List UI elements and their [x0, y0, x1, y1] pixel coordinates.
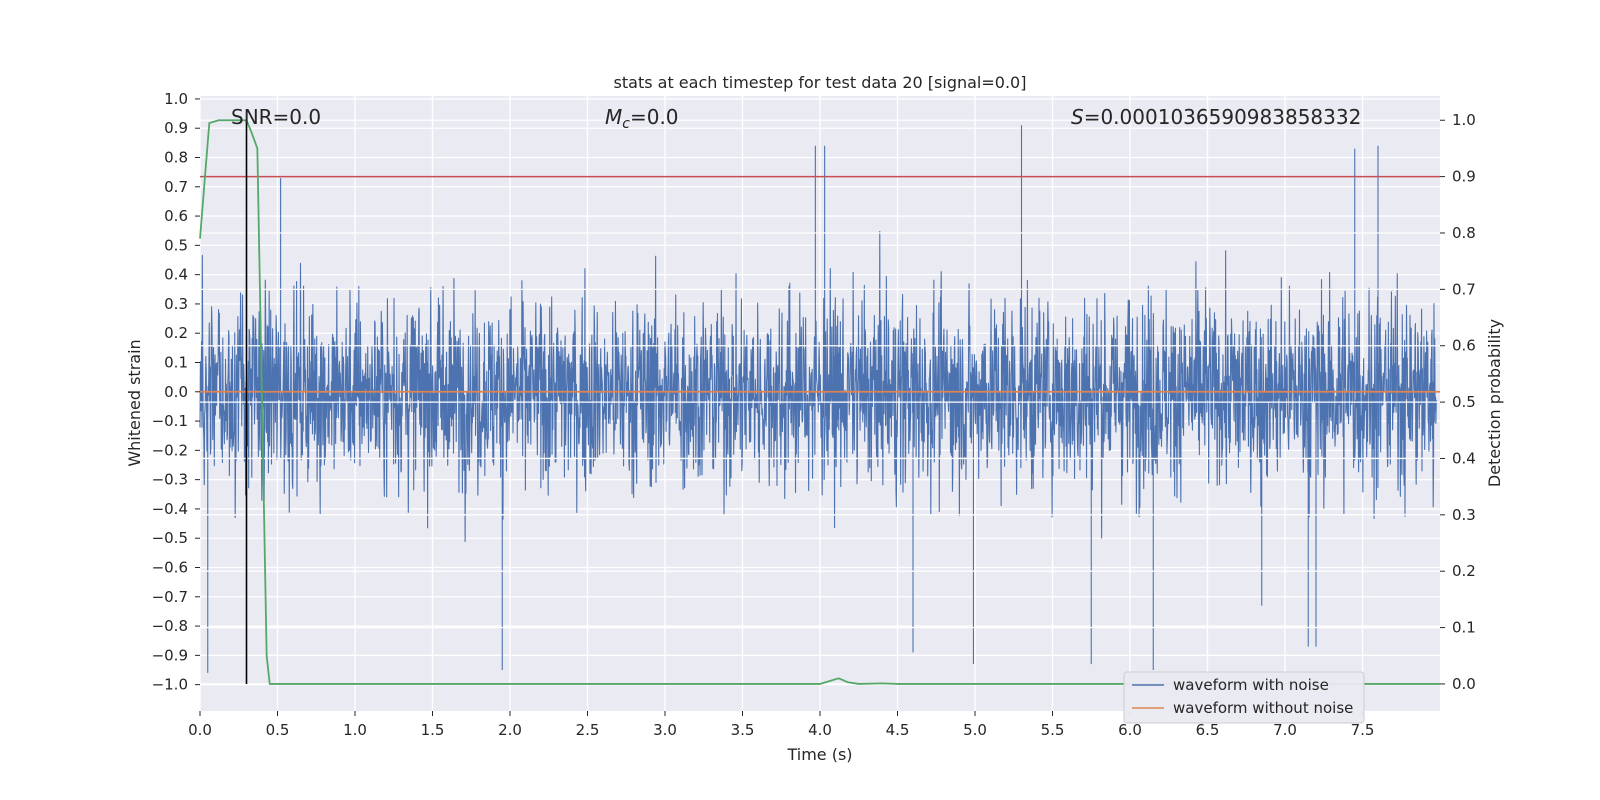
y-left-tick-label: 1.0 [164, 90, 188, 108]
y-right-tick-label: 0.6 [1452, 337, 1476, 355]
y-left-tick-label: 0.7 [164, 178, 188, 196]
x-tick-label: 3.0 [653, 721, 677, 739]
y-left-tick-label: 0.8 [164, 149, 188, 167]
overlay-lines [199, 119, 1440, 685]
y-left-tick-label: −0.9 [152, 646, 188, 664]
noise-waveform [199, 125, 1437, 673]
y-axis-left-label: Whitened strain [125, 339, 144, 466]
x-tick-label: 7.5 [1351, 721, 1375, 739]
x-tick-label: 3.5 [731, 721, 755, 739]
y-left-tick-label: −0.3 [152, 471, 188, 489]
x-tick-label: 0.0 [188, 721, 212, 739]
score-value: =0.0001036590983858332 [1084, 105, 1362, 129]
y-left-tick-label: −0.7 [152, 588, 188, 606]
y-right-tick-label: 1.0 [1452, 111, 1476, 129]
y-left-tick-label: 0.2 [164, 324, 188, 342]
y-left-tick-label: −1.0 [152, 676, 188, 694]
x-tick-label: 4.5 [886, 721, 910, 739]
y-left-tick-label: −0.1 [152, 412, 188, 430]
y-left-tick-label: −0.2 [152, 441, 188, 459]
chirp-mass-subscript: c [622, 116, 630, 132]
y-right-tick-label: 0.4 [1452, 449, 1476, 467]
y-right-tick-label: 0.9 [1452, 168, 1476, 186]
y-right-tick-label: 0.2 [1452, 562, 1476, 580]
x-tick-label: 5.0 [963, 721, 987, 739]
y-left-tick-label: −0.6 [152, 559, 188, 577]
x-tick-label: 0.5 [266, 721, 290, 739]
y-axis-right-label: Detection probability [1485, 319, 1504, 487]
chirp-mass-value: =0.0 [630, 105, 679, 129]
tick-marks-and-labels: 0.0 0.5 1.0 1.5 2.0 2.5 3.0 3.5 4.0 4.5 5.0 5.5 6.0 6… [152, 90, 1476, 739]
y-left-tick-label: −0.8 [152, 617, 188, 635]
y-left-tick-label: 0.6 [164, 207, 188, 225]
y-right-tick-label: 0.7 [1452, 280, 1476, 298]
x-tick-label: 6.0 [1118, 721, 1142, 739]
legend-label-clean: waveform without noise [1173, 699, 1353, 717]
y-left-tick-label: 0.3 [164, 295, 188, 313]
x-tick-label: 1.0 [343, 721, 367, 739]
y-left-tick-label: 0.1 [164, 354, 188, 372]
y-right-tick-label: 0.5 [1452, 393, 1476, 411]
x-tick-label: 1.5 [421, 721, 445, 739]
x-tick-label: 7.0 [1273, 721, 1297, 739]
noise-waveform-path [199, 125, 1437, 673]
score-annotation: S=0.0001036590983858332 [1071, 105, 1361, 129]
chart-title: stats at each timestep for test data 20 … [614, 73, 1027, 92]
y-left-tick-label: 0.0 [164, 383, 188, 401]
legend: waveform with noise waveform without noi… [1123, 671, 1365, 724]
y-left-tick-label: −0.5 [152, 529, 188, 547]
y-right-tick-label: 0.0 [1452, 675, 1476, 693]
y-left-tick-label: −0.4 [152, 500, 188, 518]
y-left-tick-label: 0.5 [164, 236, 188, 254]
legend-label-noise: waveform with noise [1173, 676, 1329, 694]
y-right-tick-label: 0.8 [1452, 224, 1476, 242]
x-axis-label: Time (s) [786, 745, 852, 764]
y-left-tick-label: 0.4 [164, 266, 188, 284]
snr-annotation: SNR=0.0 [231, 105, 321, 129]
x-tick-label: 2.0 [498, 721, 522, 739]
x-tick-label: 2.5 [576, 721, 600, 739]
score-symbol: S [1071, 105, 1084, 129]
y-right-tick-label: 0.3 [1452, 506, 1476, 524]
y-left-tick-label: 0.9 [164, 119, 188, 137]
chirp-mass-annotation: Mc=0.0 [605, 105, 679, 132]
detection-probability-line [199, 119, 1440, 685]
y-right-tick-label: 0.1 [1452, 619, 1476, 637]
x-tick-label: 4.0 [808, 721, 832, 739]
x-tick-label: 6.5 [1196, 721, 1220, 739]
chirp-mass-symbol: M [605, 105, 622, 129]
legend-box [1123, 671, 1365, 724]
x-tick-label: 5.5 [1041, 721, 1065, 739]
